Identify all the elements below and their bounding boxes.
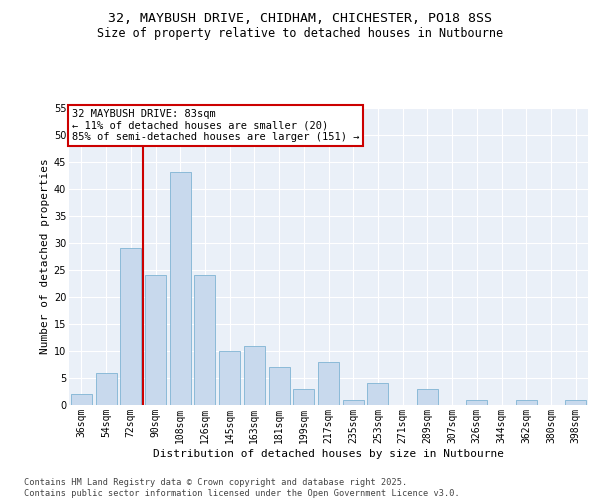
Text: 32, MAYBUSH DRIVE, CHIDHAM, CHICHESTER, PO18 8SS: 32, MAYBUSH DRIVE, CHIDHAM, CHICHESTER, …: [108, 12, 492, 26]
Bar: [95, 372, 116, 405]
Bar: [466, 400, 487, 405]
Y-axis label: Number of detached properties: Number of detached properties: [40, 158, 50, 354]
Bar: [219, 351, 240, 405]
Bar: [318, 362, 339, 405]
Bar: [367, 384, 388, 405]
Text: Size of property relative to detached houses in Nutbourne: Size of property relative to detached ho…: [97, 28, 503, 40]
Bar: [170, 172, 191, 405]
Bar: [269, 367, 290, 405]
Bar: [343, 400, 364, 405]
Bar: [516, 400, 537, 405]
Text: Contains HM Land Registry data © Crown copyright and database right 2025.
Contai: Contains HM Land Registry data © Crown c…: [24, 478, 460, 498]
X-axis label: Distribution of detached houses by size in Nutbourne: Distribution of detached houses by size …: [153, 448, 504, 458]
Bar: [71, 394, 92, 405]
Bar: [145, 275, 166, 405]
Bar: [120, 248, 141, 405]
Bar: [194, 275, 215, 405]
Bar: [293, 389, 314, 405]
Text: 32 MAYBUSH DRIVE: 83sqm
← 11% of detached houses are smaller (20)
85% of semi-de: 32 MAYBUSH DRIVE: 83sqm ← 11% of detache…: [71, 109, 359, 142]
Bar: [244, 346, 265, 405]
Bar: [565, 400, 586, 405]
Bar: [417, 389, 438, 405]
